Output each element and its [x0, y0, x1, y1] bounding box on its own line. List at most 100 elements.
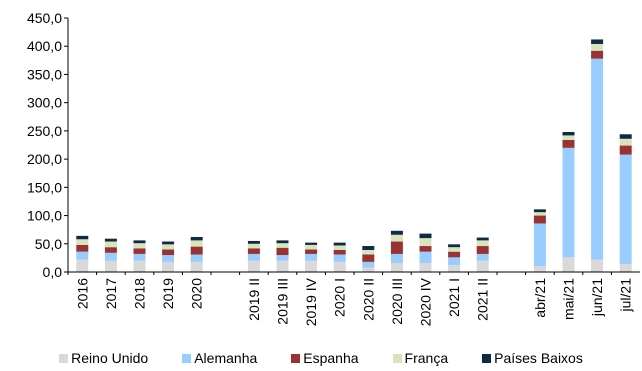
x-tick-label: 2016: [74, 278, 90, 309]
bar-segment: [162, 261, 175, 272]
bar-segment: [190, 261, 203, 272]
y-tick-label: 50,0: [35, 236, 62, 252]
x-tick-label: mai/21: [561, 278, 577, 320]
y-tick-label: 250,0: [27, 123, 62, 139]
bar-segment: [276, 255, 289, 261]
x-tick-label: jun/21: [589, 278, 605, 317]
y-tick-label: 200,0: [27, 151, 62, 167]
bar-segment: [591, 43, 604, 51]
y-tick-label: 0,0: [43, 264, 63, 280]
bar-segment: [133, 260, 146, 272]
bar-segment: [247, 243, 260, 249]
x-tick-label: 2019 III: [275, 278, 291, 325]
bar-segment: [76, 259, 89, 272]
legend-swatch: [59, 353, 69, 363]
y-tick-label: 400,0: [27, 38, 62, 54]
x-tick-label: 2020 II: [360, 278, 376, 321]
bar-segment: [247, 253, 260, 261]
bar-segment: [190, 254, 203, 262]
bar-segment: [76, 239, 89, 245]
bar-segment: [419, 262, 432, 272]
legend-label: Reino Unido: [71, 350, 149, 366]
bar-segment: [362, 267, 375, 272]
axes: 0,0 50,0 100,0 150,0 200,0 250,0 300,0 350,0 400…: [27, 10, 640, 326]
bar-segment: [533, 209, 546, 213]
bar-segment: [305, 244, 318, 250]
bar-segment: [276, 243, 289, 248]
x-tick-label: 2019 II: [246, 278, 262, 321]
x-tick-label: 2021 II: [475, 278, 491, 321]
y-tick-label: 300,0: [27, 95, 62, 111]
legend-label: Espanha: [303, 350, 359, 366]
bar-segment: [448, 251, 461, 258]
bar-segment: [276, 260, 289, 272]
bar-segment: [476, 253, 489, 261]
bar-segment: [162, 244, 175, 250]
bar-segment: [591, 259, 604, 272]
legend-swatch: [392, 353, 402, 363]
bar-segment: [247, 248, 260, 254]
bar-segment: [619, 145, 632, 155]
bar-segment: [448, 244, 461, 248]
bar-segment: [362, 246, 375, 250]
bar-segment: [333, 261, 346, 272]
bar-segment: [133, 253, 146, 261]
bar-segment: [190, 237, 203, 241]
bars: [76, 39, 632, 272]
x-tick-label: 2017: [103, 278, 119, 309]
bar-segment: [362, 249, 375, 255]
bar-segment: [448, 247, 461, 252]
bar-segment: [190, 246, 203, 255]
x-tick-label: 2018: [132, 278, 148, 309]
bar-segment: [133, 240, 146, 244]
legend: Reino Unido Alemanha Espanha França Países B…: [0, 350, 642, 366]
bar-segment: [76, 251, 89, 260]
bar-segment: [104, 247, 117, 253]
bar-segment: [619, 138, 632, 146]
bar-segment: [276, 247, 289, 256]
bar-segment: [104, 260, 117, 272]
legend-swatch: [182, 353, 192, 363]
x-tick-label: abr/21: [532, 278, 548, 318]
bar-segment: [533, 212, 546, 216]
bar-segment: [76, 244, 89, 252]
bar-segment: [247, 260, 260, 272]
bar-segment: [305, 249, 318, 254]
bar-segment: [419, 251, 432, 263]
bar-segment: [133, 243, 146, 249]
bar-segment: [390, 262, 403, 272]
bar-segment: [419, 238, 432, 247]
bar-segment: [448, 257, 461, 266]
bar-segment: [162, 249, 175, 256]
x-tick-label: 2020 IV: [418, 277, 434, 326]
legend-label: Alemanha: [194, 350, 258, 366]
bar-segment: [619, 264, 632, 272]
bar-segment: [533, 215, 546, 224]
bar-segment: [190, 240, 203, 247]
x-tick-label: 2020 I: [332, 278, 348, 317]
bar-segment: [562, 132, 575, 136]
x-tick-label: jul/21: [618, 278, 634, 313]
bar-segment: [476, 240, 489, 247]
y-tick-label: 150,0: [27, 179, 62, 195]
bar-segment: [362, 261, 375, 268]
bar-segment: [305, 253, 318, 261]
bar-segment: [562, 147, 575, 258]
bar-segment: [305, 260, 318, 272]
bar-segment: [333, 254, 346, 262]
y-tick-label: 100,0: [27, 208, 62, 224]
bar-segment: [619, 134, 632, 139]
bar-segment: [591, 50, 604, 59]
legend-item: Espanha: [291, 350, 359, 366]
bar-segment: [562, 139, 575, 148]
bar-segment: [162, 241, 175, 245]
bar-segment: [333, 249, 346, 255]
bar-segment: [333, 242, 346, 246]
legend-item: Alemanha: [182, 350, 257, 366]
bar-segment: [390, 230, 403, 235]
legend-item: Países Baixos: [482, 350, 583, 366]
bar-segment: [419, 246, 432, 252]
bar-segment: [419, 233, 432, 239]
legend-swatch: [482, 353, 492, 363]
